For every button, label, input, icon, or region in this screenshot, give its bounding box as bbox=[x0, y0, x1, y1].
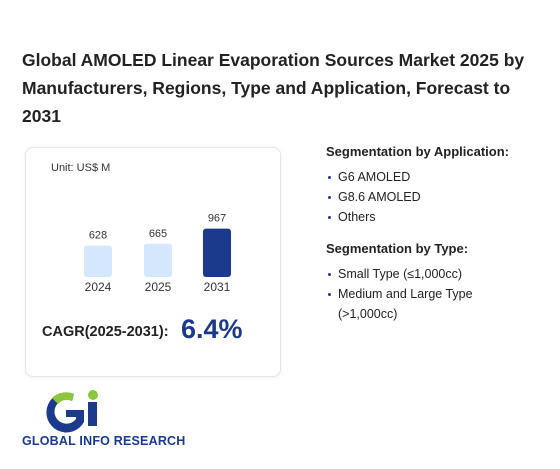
x-tick-label: 2031 bbox=[204, 280, 231, 294]
bar bbox=[203, 228, 231, 277]
title: Global AMOLED Linear Evaporation Sources… bbox=[22, 50, 525, 126]
value-label: 665 bbox=[149, 228, 167, 240]
cagr-value: 6.4% bbox=[181, 314, 243, 344]
chart: Unit: US$ M 628 2024 665 2025 967 2031 bbox=[51, 162, 231, 294]
segment-item: Others bbox=[328, 207, 526, 227]
segment-item: G8.6 AMOLED bbox=[328, 187, 526, 207]
bar bbox=[84, 245, 112, 277]
logo-mark bbox=[46, 390, 98, 433]
segment: Segmentation by Application: G6 AMOLED G8.… bbox=[326, 144, 526, 227]
segment-heading: Segmentation by Type: bbox=[326, 241, 469, 256]
chart-unit: Unit: US$ M bbox=[51, 162, 110, 174]
x-tick-label: 2025 bbox=[145, 280, 172, 294]
segment-heading: Segmentation by Application: bbox=[326, 144, 509, 159]
value-label: 628 bbox=[89, 230, 107, 242]
segment: Segmentation by Type: Small Type (≤1,000c… bbox=[326, 241, 526, 324]
logo-text: GLOBAL INFO RESEARCH bbox=[22, 434, 186, 448]
segment-item: G6 AMOLED bbox=[328, 167, 526, 187]
segment-item: Medium and Large Type (>1,000cc) bbox=[328, 284, 526, 324]
chart-card: Unit: US$ M 628 2024 665 2025 967 2031 CAGR(2… bbox=[25, 147, 281, 377]
bar bbox=[144, 243, 172, 277]
segment-list: Small Type (≤1,000cc) Medium and Large Ty… bbox=[326, 264, 526, 324]
segments: Segmentation by Application: G6 AMOLED G8.… bbox=[326, 144, 526, 338]
segment-list: G6 AMOLED G8.6 AMOLED Others bbox=[326, 167, 526, 227]
cagr-label: CAGR(2025-2031): bbox=[42, 324, 169, 340]
segment-item: Small Type (≤1,000cc) bbox=[328, 264, 526, 284]
x-tick-label: 2024 bbox=[85, 280, 112, 294]
value-label: 967 bbox=[208, 213, 226, 225]
